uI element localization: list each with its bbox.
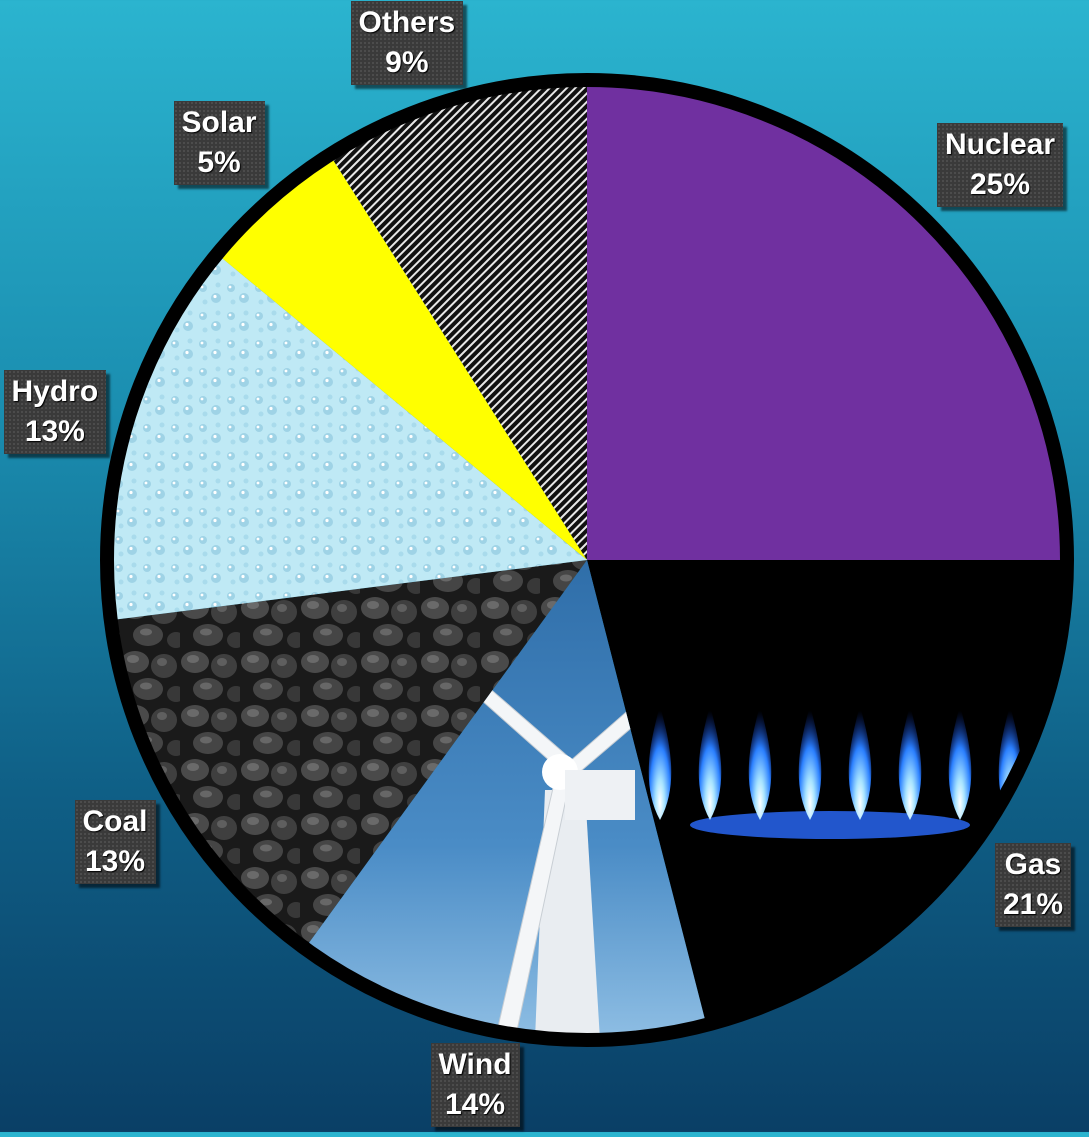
data-label-coal: Coal 13% <box>74 800 156 884</box>
data-label-gas: Gas 21% <box>995 843 1072 927</box>
data-label-name: Nuclear <box>945 128 1056 161</box>
data-label-others: Others 9% <box>350 1 464 85</box>
data-label-percent: 9% <box>385 46 429 79</box>
data-label-name: Hydro <box>11 375 99 408</box>
pie-slice-gas <box>587 560 1063 1022</box>
gas-slice-image <box>648 705 1022 839</box>
pie-outline <box>100 73 1074 1047</box>
pie-slice-coal <box>114 560 587 946</box>
data-label-percent: 25% <box>970 168 1031 201</box>
data-label-nuclear: Nuclear 25% <box>937 123 1064 207</box>
wind-slice-image <box>469 679 651 1036</box>
pie-slice-hydro <box>111 256 587 620</box>
pie-slice-nuclear <box>587 84 1063 560</box>
data-label-name: Wind <box>438 1048 512 1081</box>
data-label-solar: Solar 5% <box>173 101 265 185</box>
pie-slice-wind <box>307 560 706 1036</box>
data-label-percent: 21% <box>1003 888 1064 921</box>
data-label-name: Gas <box>1004 848 1062 881</box>
data-label-percent: 5% <box>197 146 241 179</box>
data-label-name: Solar <box>181 106 257 139</box>
data-label-hydro: Hydro 13% <box>3 370 107 454</box>
data-label-percent: 13% <box>24 415 85 448</box>
data-label-name: Others <box>358 6 456 39</box>
data-label-name: Coal <box>82 805 148 838</box>
data-label-percent: 14% <box>445 1088 506 1121</box>
pie-slice-others <box>331 84 587 560</box>
pie-slice-solar <box>220 158 587 560</box>
data-label-percent: 13% <box>84 845 146 878</box>
data-label-wind: Wind 14% <box>430 1043 520 1127</box>
